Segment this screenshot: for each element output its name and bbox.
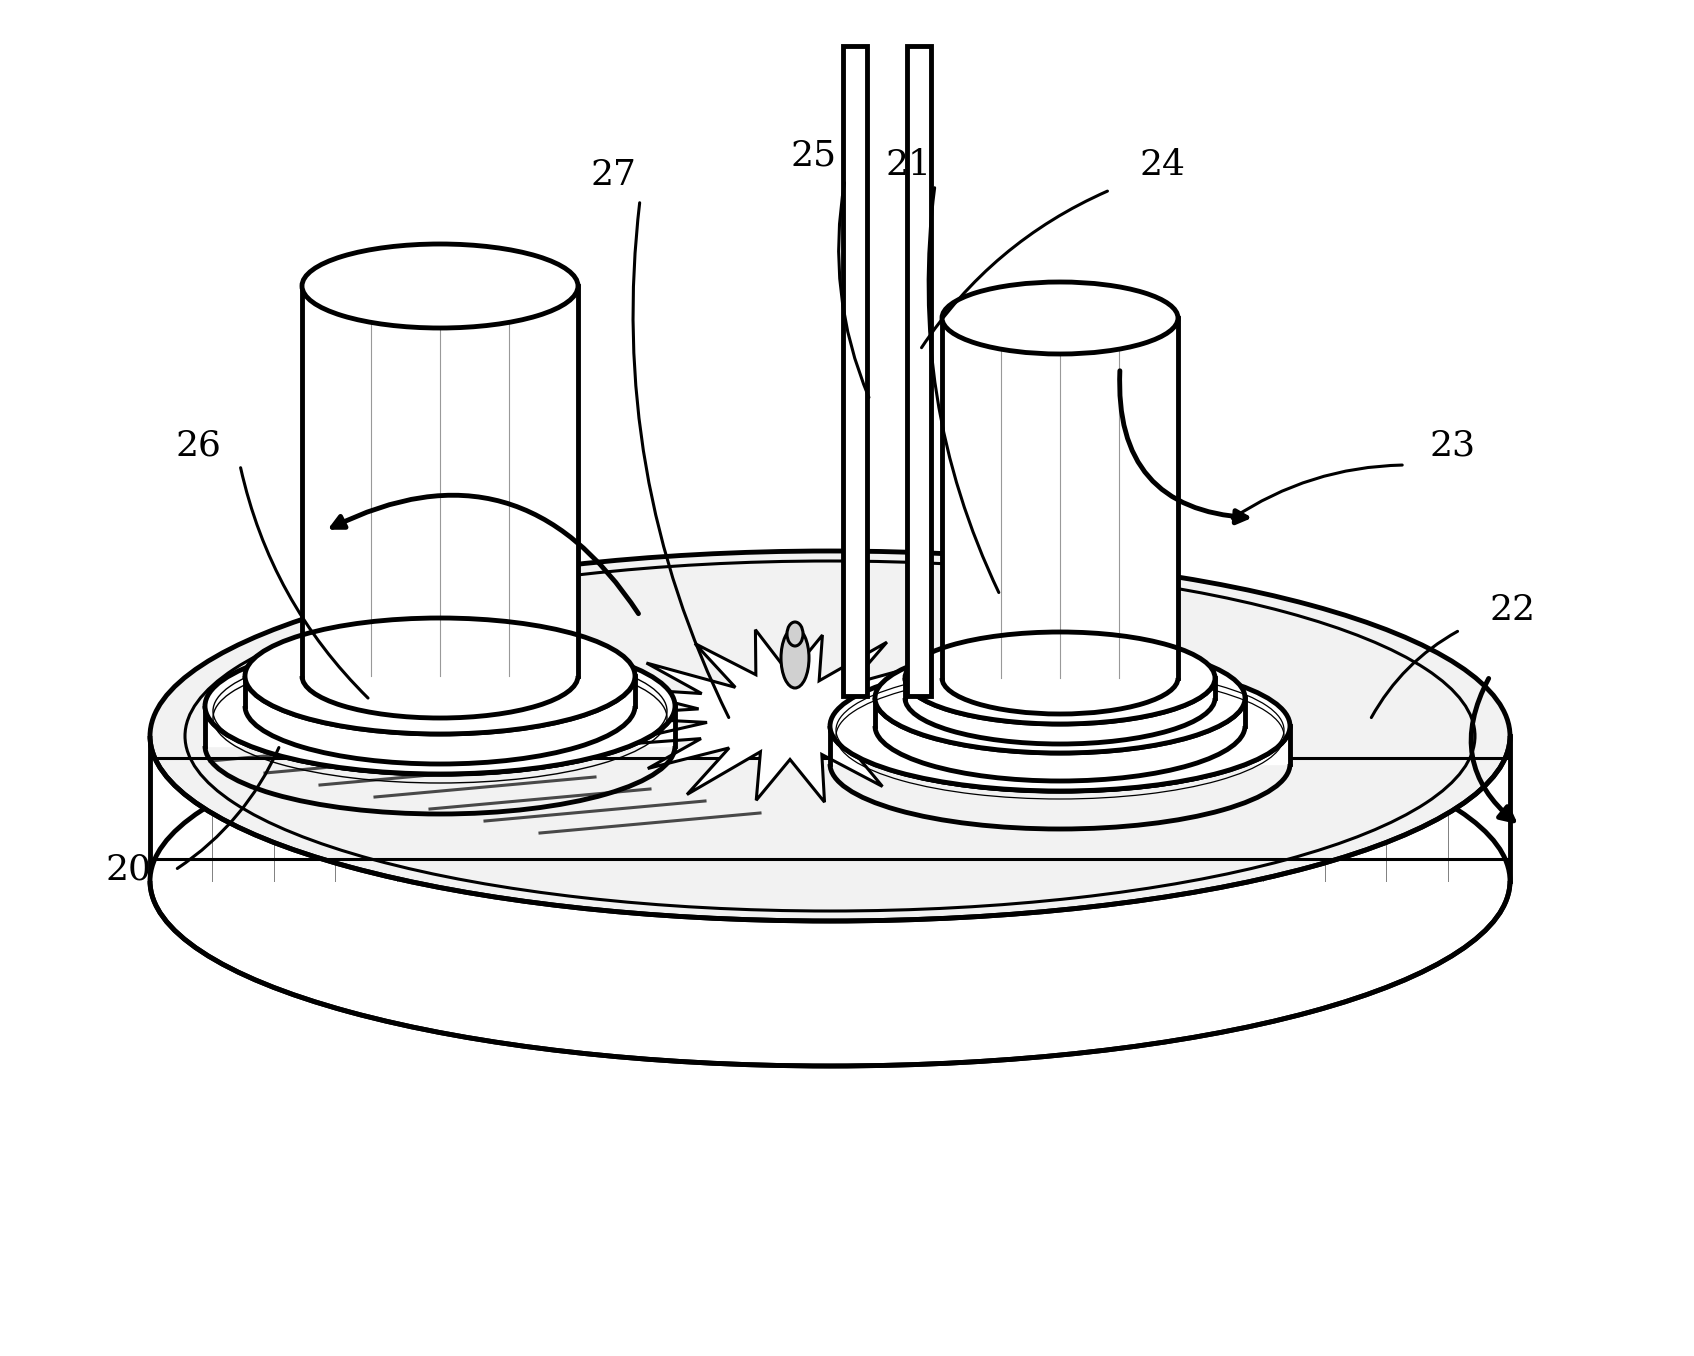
Text: 22: 22 <box>1491 593 1536 626</box>
Text: 25: 25 <box>789 138 837 172</box>
Bar <box>906 46 932 696</box>
Ellipse shape <box>151 696 1509 1066</box>
Ellipse shape <box>830 660 1291 791</box>
Polygon shape <box>205 706 674 746</box>
Text: 23: 23 <box>1430 428 1475 462</box>
Ellipse shape <box>151 551 1509 921</box>
Text: 24: 24 <box>1140 148 1186 182</box>
Polygon shape <box>302 286 578 677</box>
Polygon shape <box>830 725 1291 763</box>
Ellipse shape <box>781 628 810 687</box>
Ellipse shape <box>246 618 635 734</box>
Ellipse shape <box>205 639 674 774</box>
Ellipse shape <box>905 632 1215 724</box>
Text: 21: 21 <box>884 148 932 182</box>
Ellipse shape <box>788 622 803 645</box>
Bar <box>844 46 867 696</box>
Ellipse shape <box>942 282 1177 354</box>
Ellipse shape <box>876 643 1245 753</box>
Text: 27: 27 <box>590 159 635 193</box>
Polygon shape <box>876 698 1245 725</box>
Text: 26: 26 <box>174 428 220 462</box>
Text: 20: 20 <box>105 853 151 887</box>
Polygon shape <box>246 677 635 706</box>
Ellipse shape <box>302 244 578 328</box>
Polygon shape <box>942 319 1177 678</box>
Polygon shape <box>905 678 1215 698</box>
Polygon shape <box>583 629 971 803</box>
